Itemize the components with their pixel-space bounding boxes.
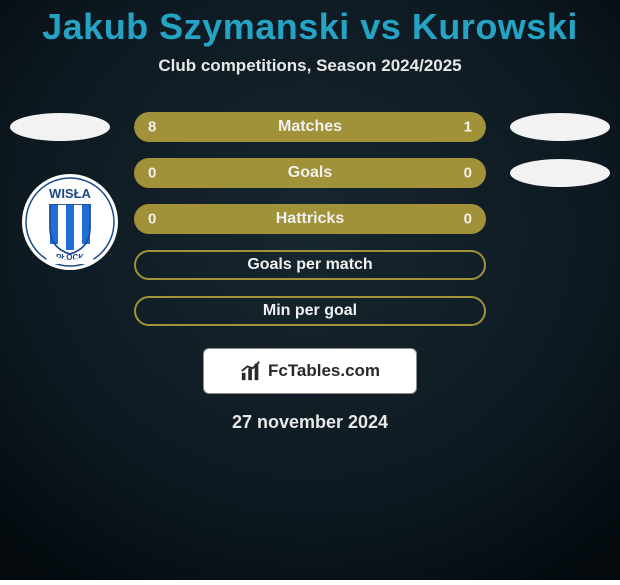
chart-icon (240, 360, 262, 382)
stat-value-left: 0 (148, 211, 156, 228)
stat-row: Min per goal (0, 288, 620, 334)
stat-label: Goals (288, 164, 332, 182)
page-title: Jakub Szymanski vs Kurowski (42, 6, 578, 48)
stat-bar: 8 1 Matches (134, 112, 486, 142)
player-marker-right (510, 159, 610, 187)
stat-value-left: 8 (148, 119, 156, 136)
club-crest-svg: WISŁA PŁOCK (20, 172, 120, 272)
stat-label: Goals per match (247, 256, 372, 274)
stat-label: Matches (278, 118, 342, 136)
brand-text: FcTables.com (268, 361, 380, 381)
player-marker-right (510, 113, 610, 141)
stat-label: Min per goal (263, 302, 357, 320)
stat-bar: Goals per match (134, 250, 486, 280)
stat-value-right: 0 (464, 165, 472, 182)
club-name: WISŁA (49, 186, 91, 201)
stat-value-right: 0 (464, 211, 472, 228)
stat-label: Hattricks (276, 210, 344, 228)
stat-row: 8 1 Matches (0, 104, 620, 150)
content-root: Jakub Szymanski vs Kurowski Club competi… (0, 0, 620, 580)
stat-bar: 0 0 Hattricks (134, 204, 486, 234)
stat-bar: 0 0 Goals (134, 158, 486, 188)
club-crest: WISŁA PŁOCK (20, 172, 120, 272)
bar-fill-right (402, 112, 486, 142)
stat-value-right: 1 (464, 119, 472, 136)
bar-fill-left (134, 112, 402, 142)
brand-badge: FcTables.com (203, 348, 417, 394)
player-marker-left (10, 113, 110, 141)
stat-value-left: 0 (148, 165, 156, 182)
page-subtitle: Club competitions, Season 2024/2025 (158, 56, 461, 76)
stat-bar: Min per goal (134, 296, 486, 326)
date-label: 27 november 2024 (232, 412, 388, 433)
